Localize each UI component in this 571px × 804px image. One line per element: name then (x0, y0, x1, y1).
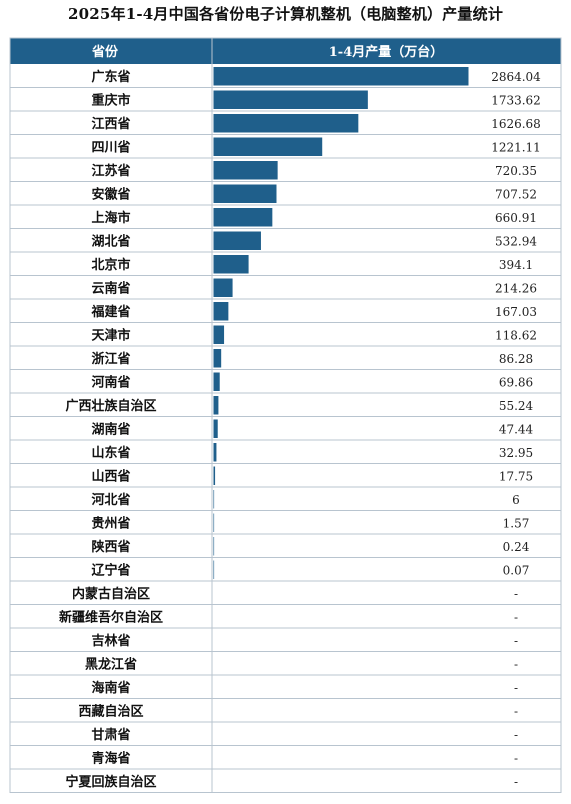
bar (213, 67, 469, 86)
value-label: 707.52 (495, 187, 537, 201)
category-label: 云南省 (91, 280, 130, 296)
bar (213, 537, 215, 556)
value-label: 167.03 (495, 305, 537, 319)
value-label: - (514, 751, 518, 765)
category-label: 重庆市 (91, 92, 130, 108)
bar (213, 184, 277, 203)
chart-title: 2025年1-4月中国各省份电子计算机整机（电脑整机）产量统计 (67, 5, 504, 23)
category-label: 青海省 (91, 750, 130, 766)
value-label: 1221.11 (491, 140, 541, 154)
value-label: 0.07 (503, 563, 530, 577)
category-label: 辽宁省 (91, 562, 130, 578)
category-label: 宁夏回族自治区 (65, 774, 156, 790)
category-label: 广西壮族自治区 (65, 398, 156, 414)
header-output: 1-4月产量（万台） (329, 44, 444, 60)
value-label: 2864.04 (491, 70, 541, 84)
table-border (9, 37, 562, 793)
bar (213, 372, 220, 391)
bar (213, 302, 229, 321)
value-label: 118.62 (495, 328, 537, 342)
value-label: 214.26 (495, 281, 537, 295)
category-label: 山西省 (91, 468, 130, 484)
value-label: 1.57 (503, 516, 530, 530)
value-label: - (514, 704, 518, 718)
category-label: 内蒙古自治区 (72, 586, 150, 602)
bar (213, 396, 219, 415)
category-label: 福建省 (90, 304, 130, 320)
bar (213, 161, 278, 180)
value-label: 55.24 (499, 399, 534, 413)
category-label: 西藏自治区 (78, 703, 143, 719)
category-label: 天津市 (91, 327, 130, 343)
value-label: 720.35 (495, 164, 537, 178)
header-province: 省份 (91, 44, 119, 60)
value-label: 660.91 (495, 211, 537, 225)
bar (213, 560, 215, 579)
bar (213, 349, 222, 368)
category-label: 安徽省 (91, 186, 130, 202)
value-label: 32.95 (499, 446, 533, 460)
bar (213, 466, 216, 485)
value-label: 0.24 (503, 540, 530, 554)
bar (213, 325, 225, 344)
value-label: - (514, 728, 518, 742)
category-label: 河南省 (91, 374, 130, 390)
category-label: 浙江省 (91, 351, 130, 367)
category-label: 湖北省 (91, 233, 130, 249)
value-label: 1626.68 (491, 117, 541, 131)
value-label: 17.75 (499, 469, 533, 483)
category-label: 四川省 (91, 139, 130, 155)
category-label: 贵州省 (91, 515, 130, 531)
category-label: 江苏省 (91, 163, 130, 179)
bar (213, 208, 273, 227)
bar (213, 278, 233, 297)
value-label: 86.28 (499, 352, 533, 366)
category-label: 上海市 (91, 210, 130, 226)
category-label: 吉林省 (91, 633, 130, 649)
header-background (10, 38, 561, 64)
category-label: 山东省 (91, 445, 130, 461)
category-label: 黑龙江省 (85, 656, 137, 672)
value-label: - (514, 634, 518, 648)
value-label: 394.1 (499, 258, 533, 272)
bar (213, 419, 218, 438)
category-label: 北京市 (91, 257, 130, 273)
bar (213, 231, 261, 250)
value-label: - (514, 775, 518, 789)
category-label: 新疆维吾尔自治区 (59, 609, 163, 625)
category-label: 海南省 (91, 680, 130, 696)
value-label: 6 (512, 493, 520, 507)
value-label: - (514, 681, 518, 695)
bar (213, 443, 217, 462)
bar (213, 255, 249, 274)
value-label: - (514, 587, 518, 601)
bar (213, 490, 215, 509)
value-label: 532.94 (495, 234, 537, 248)
value-label: 47.44 (499, 422, 534, 436)
category-label: 陕西省 (91, 539, 130, 555)
bar (213, 114, 359, 133)
category-label: 湖南省 (91, 421, 130, 437)
bar (213, 513, 215, 532)
category-label: 甘肃省 (91, 727, 130, 743)
category-label: 河北省 (91, 492, 130, 508)
bar (213, 137, 323, 156)
table-rows: 广东省 2864.04 重庆市 1733.62 江西省 1626.68 四川省 1221.11… (10, 67, 561, 793)
bar (213, 90, 368, 109)
category-label: 广东省 (91, 69, 130, 85)
value-label: 1733.62 (491, 93, 541, 107)
value-label: 69.86 (499, 375, 533, 389)
value-label: - (514, 610, 518, 624)
category-label: 江西省 (91, 116, 130, 132)
value-label: - (514, 657, 518, 671)
